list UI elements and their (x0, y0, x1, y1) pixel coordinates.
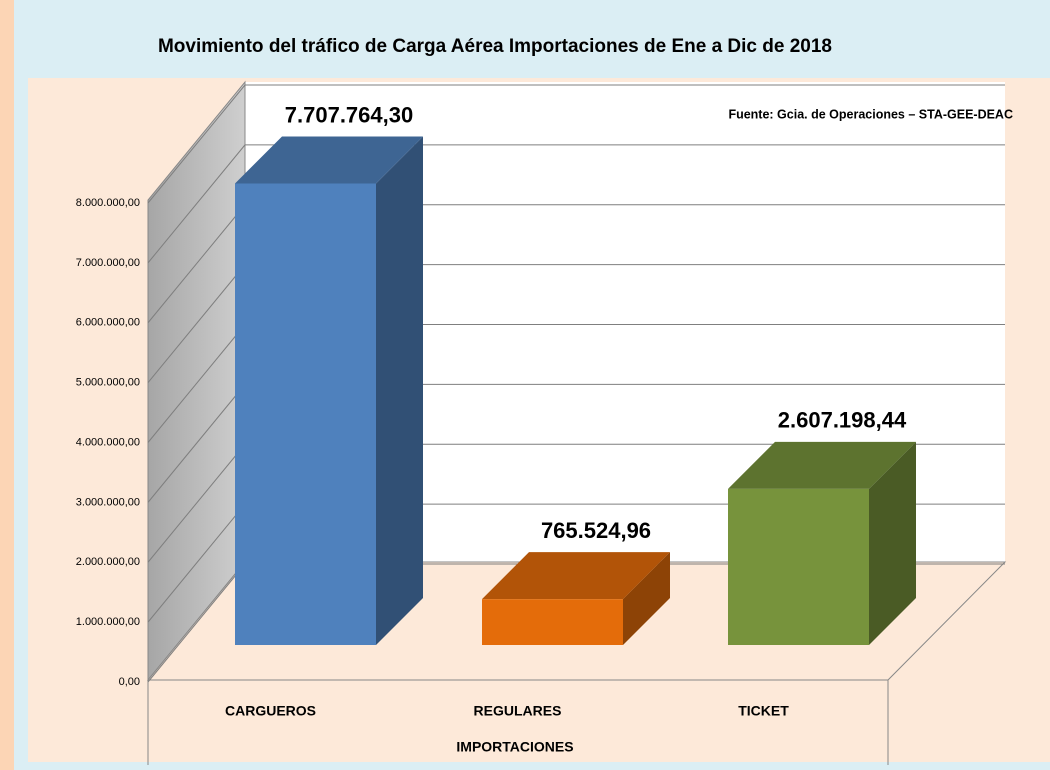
grid-line (147, 324, 246, 443)
bar-side (376, 136, 423, 645)
left-strip (0, 0, 14, 770)
value-label: 765.524,96 (541, 518, 651, 543)
bar-top (235, 136, 423, 184)
y-tick-label: 8.000.000,00 (76, 197, 140, 209)
grid-line (147, 384, 246, 503)
value-label: 7.707.764,30 (285, 102, 413, 127)
x-axis-label: IMPORTACIONES (456, 739, 573, 755)
y-tick-label: 1.000.000,00 (76, 616, 140, 628)
bar (235, 183, 376, 645)
y-tick-label: 4.000.000,00 (76, 436, 140, 448)
y-tick-label: 6.000.000,00 (76, 317, 140, 329)
bar-side (869, 441, 916, 645)
y-tick-label: 3.000.000,00 (76, 496, 140, 508)
y-tick-label: 2.000.000,00 (76, 556, 140, 568)
bar-top (482, 552, 670, 600)
grid-line (147, 563, 246, 683)
x-tick-label: REGULARES (474, 703, 562, 719)
bar (728, 488, 869, 645)
grid-line (147, 443, 246, 563)
grid-line (147, 144, 246, 264)
grid-line (147, 264, 246, 383)
grid-line (147, 84, 246, 204)
x-tick-label: CARGUEROS (225, 703, 316, 719)
x-tick-label: TICKET (738, 703, 789, 719)
value-label: 2.607.198,44 (778, 408, 907, 433)
source-note: Fuente: Gcia. de Operaciones – STA-GEE-D… (728, 107, 1013, 121)
grid-line (147, 204, 246, 324)
bar (482, 599, 623, 645)
y-tick-label: 0,00 (119, 676, 140, 688)
bar-top (728, 441, 916, 489)
chart-title: Movimiento del tráfico de Carga Aérea Im… (158, 36, 832, 57)
grid-line (147, 503, 246, 623)
bar-side (623, 552, 670, 645)
y-tick-label: 7.000.000,00 (76, 257, 140, 269)
y-tick-label: 5.000.000,00 (76, 377, 140, 389)
